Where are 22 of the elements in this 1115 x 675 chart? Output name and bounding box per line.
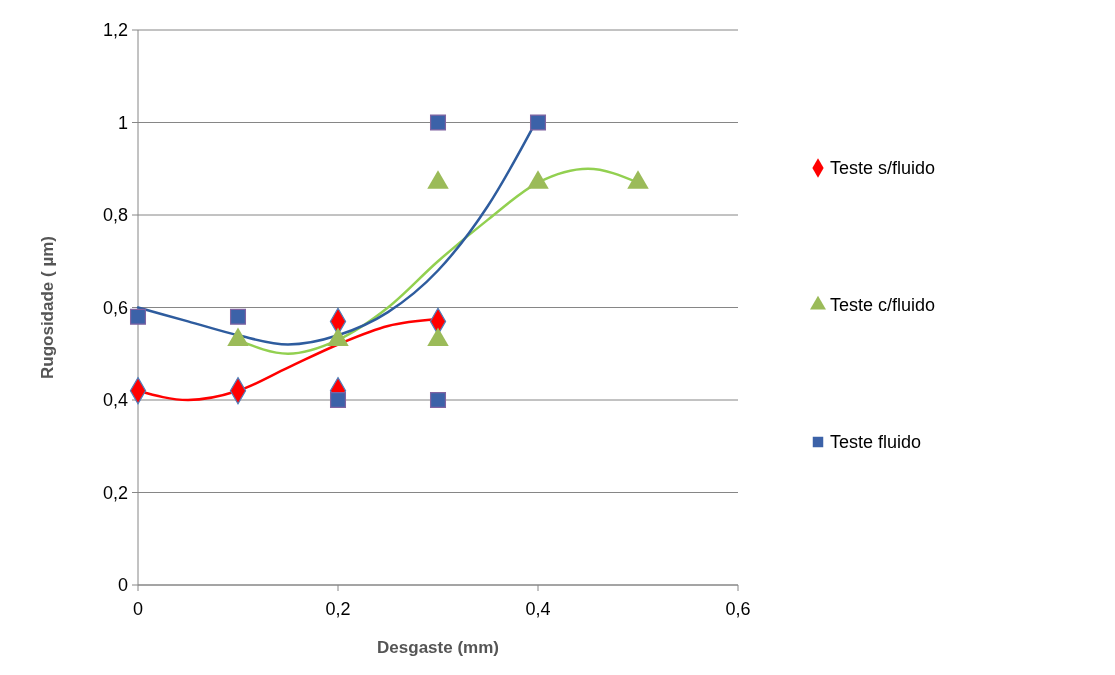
x-tick-label: 0,6 <box>725 599 751 619</box>
point <box>229 308 247 325</box>
y-tick-label: 0,4 <box>102 390 128 411</box>
x-tick-label: 0 <box>132 599 144 619</box>
x-tick-label: 0,2 <box>325 599 351 619</box>
legend-label: Teste s/fluido <box>830 158 936 179</box>
y-tick-label: 1,2 <box>102 20 128 41</box>
point <box>529 114 547 131</box>
y-tick-label: 0 <box>117 575 128 596</box>
y-axis-title: Rugosidade ( µm) <box>38 236 57 379</box>
point <box>429 114 447 131</box>
legend-label: Teste c/fluido <box>830 295 936 316</box>
point <box>329 391 347 409</box>
y-tick-label: 0,8 <box>102 205 128 226</box>
y-tick-label: 0,2 <box>102 482 128 503</box>
x-axis-title: Desgaste (mm) <box>377 638 499 657</box>
point <box>129 308 147 325</box>
y-tick-label: 0,6 <box>102 297 128 318</box>
y-tick-label: 1 <box>117 112 128 133</box>
legend-label: Teste fluido <box>830 432 922 453</box>
x-tick-label: 0,4 <box>525 599 551 619</box>
point <box>429 391 447 409</box>
